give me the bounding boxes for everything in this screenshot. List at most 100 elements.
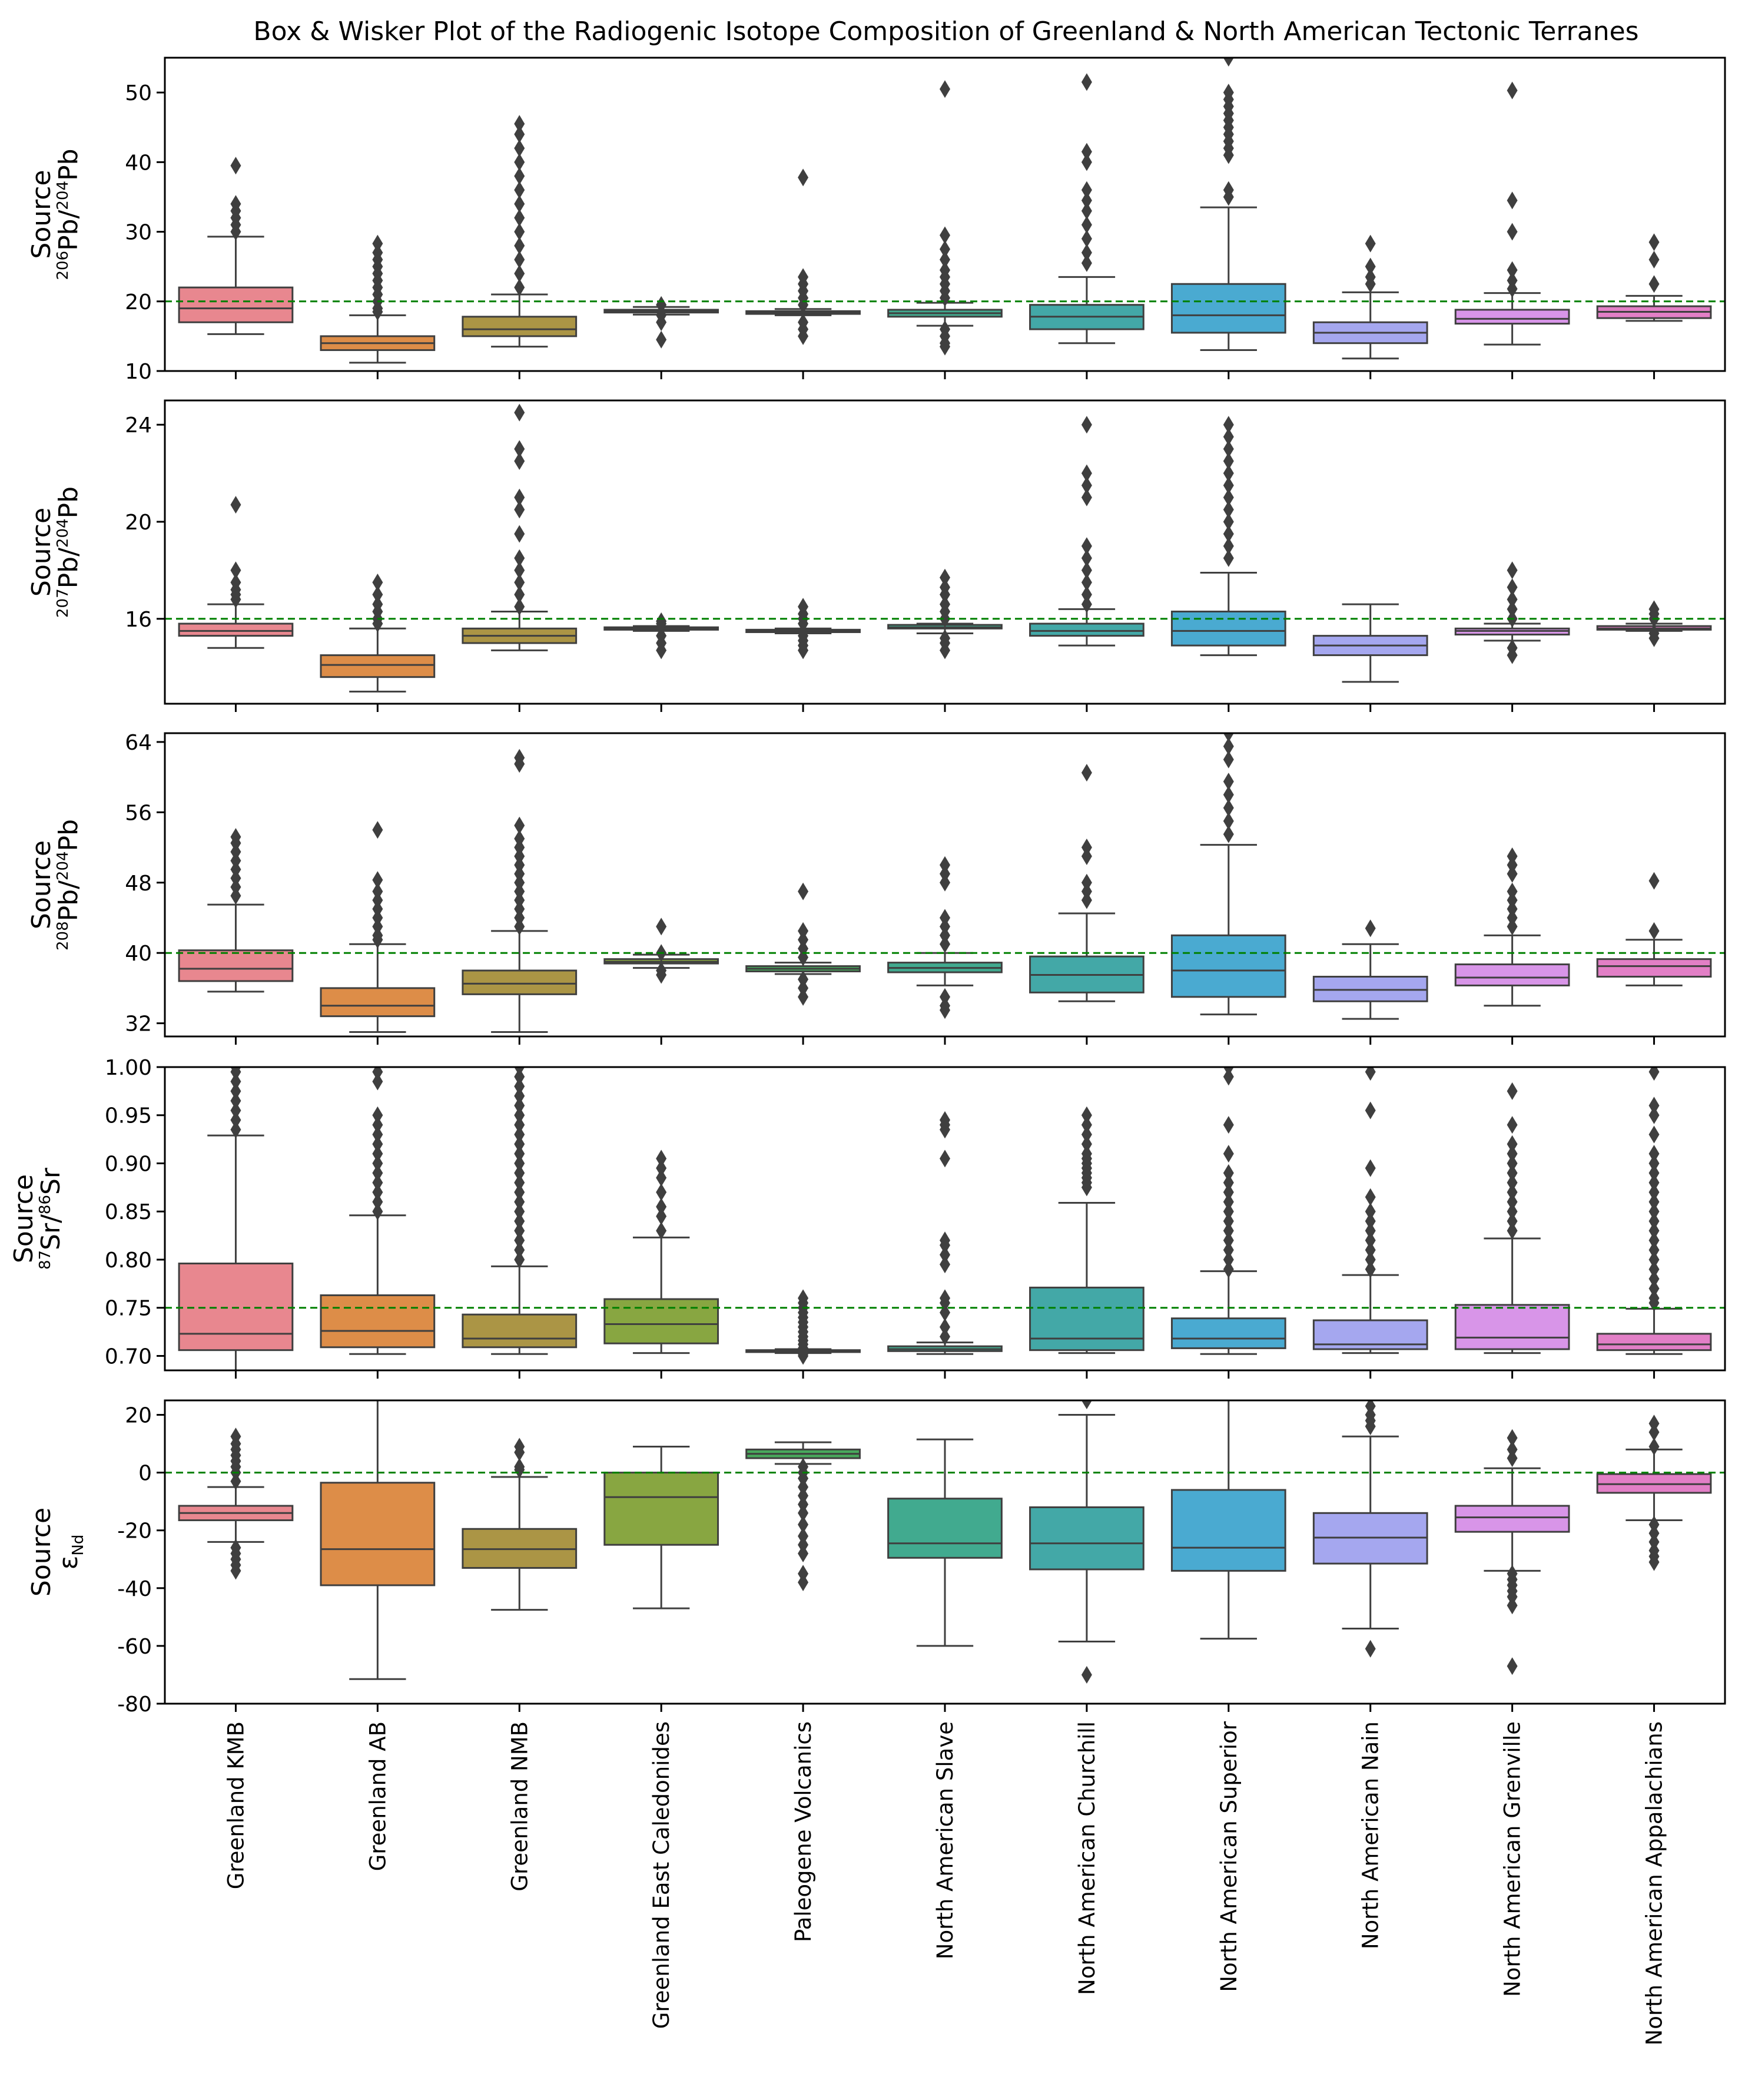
outlier-marker — [1507, 1183, 1518, 1201]
y-tick-label: 20 — [125, 1404, 152, 1428]
outlier-marker — [1081, 549, 1092, 567]
outlier-marker — [798, 168, 809, 187]
outlier-marker — [1081, 181, 1092, 199]
outlier-marker — [1365, 1159, 1376, 1177]
outlier-marker — [1507, 590, 1518, 608]
box-6 — [887, 568, 1003, 660]
outlier-marker — [1507, 81, 1518, 100]
outlier-marker — [1365, 1260, 1376, 1278]
outlier-marker — [372, 1203, 383, 1221]
outlier-marker — [1648, 1212, 1660, 1230]
outlier-marker — [1081, 464, 1092, 482]
x-category-label: Greenland East Caledonides — [649, 1721, 674, 2029]
outlier-marker — [1507, 1082, 1518, 1100]
y-label-isotope-mass: 204 — [54, 518, 72, 548]
outlier-marker — [514, 1116, 525, 1134]
outlier-marker — [1648, 250, 1660, 269]
outlier-marker — [656, 962, 667, 980]
box-3 — [462, 403, 578, 651]
box-7 — [1029, 764, 1144, 1002]
outlier-marker — [514, 1241, 525, 1259]
box-iqr — [1170, 934, 1286, 998]
outlier-marker — [1648, 1164, 1660, 1182]
y-label-element: Pb/ — [54, 880, 84, 921]
outlier-marker — [656, 612, 667, 630]
outlier-marker — [1507, 1174, 1518, 1192]
box-11 — [1596, 872, 1712, 986]
box-10 — [1454, 81, 1570, 346]
outlier-marker — [1507, 600, 1518, 618]
box-9 — [1312, 603, 1428, 683]
outlier-marker — [514, 1135, 525, 1153]
outlier-marker — [372, 585, 383, 604]
outlier-marker — [940, 1256, 950, 1274]
box-3 — [462, 748, 578, 1034]
outlier-marker — [940, 1150, 950, 1168]
outlier-marker — [1365, 1221, 1376, 1240]
outlier-marker — [1648, 872, 1660, 890]
y-tick-label: 40 — [125, 151, 152, 175]
box-5 — [745, 598, 861, 660]
x-category-label: Greenland AB — [365, 1721, 390, 1871]
y-tick-label: 56 — [125, 801, 152, 825]
y-label-element: Pb — [54, 148, 84, 180]
outlier-marker — [372, 882, 383, 900]
outlier-marker — [1365, 1212, 1376, 1230]
outlier-marker — [514, 1183, 525, 1201]
box-3 — [462, 1067, 578, 1355]
outlier-marker — [1223, 537, 1234, 555]
box-11 — [1596, 600, 1712, 647]
outlier-marker — [798, 1515, 809, 1533]
y-tick-label: 1.00 — [105, 1056, 152, 1080]
box-4 — [603, 1445, 719, 1609]
box-1 — [178, 828, 294, 993]
outlier-marker — [372, 1067, 383, 1081]
outlier-marker — [514, 237, 525, 255]
outlier-marker — [656, 296, 667, 314]
outlier-marker — [1081, 1145, 1092, 1163]
outlier-marker — [940, 909, 950, 927]
outlier-marker — [514, 585, 525, 604]
outlier-marker — [940, 1289, 950, 1307]
box-8 — [1170, 1067, 1286, 1355]
outlier-marker — [1223, 1221, 1234, 1240]
y-label-line1: Source — [26, 840, 57, 929]
outlier-marker — [1081, 574, 1092, 591]
outlier-marker — [514, 1097, 525, 1115]
outlier-marker — [372, 1183, 383, 1201]
outlier-marker — [1223, 1174, 1234, 1192]
y-label-line1: Source — [26, 170, 57, 259]
outlier-marker — [514, 279, 525, 297]
boxes-group — [178, 1400, 1712, 1684]
y-tick-label: 20 — [125, 290, 152, 314]
outlier-marker — [1223, 1203, 1234, 1221]
outlier-marker — [230, 828, 241, 846]
outlier-marker — [514, 1125, 525, 1144]
box-11 — [1596, 1415, 1712, 1571]
outlier-marker — [514, 1458, 525, 1476]
y-tick-label: 16 — [125, 608, 152, 632]
outlier-marker — [1223, 1250, 1234, 1268]
outlier-marker — [1081, 202, 1092, 220]
outlier-marker — [1365, 1067, 1376, 1081]
outlier-marker — [1365, 1203, 1376, 1221]
panel-frame — [164, 1066, 1726, 1372]
panels-container: 1020304050Source206Pb/204Pb162024Source2… — [9, 57, 1726, 1717]
outlier-marker — [1507, 1429, 1518, 1447]
outlier-marker — [514, 1106, 525, 1124]
outlier-marker — [1507, 1565, 1518, 1583]
box-9 — [1312, 1067, 1428, 1354]
outlier-marker — [940, 1327, 950, 1346]
x-category-label: North American Slave — [933, 1721, 958, 1959]
outlier-marker — [514, 1221, 525, 1240]
y-label-line2: 207Pb/204Pb — [54, 486, 84, 618]
outlier-marker — [1648, 1260, 1660, 1278]
box-10 — [1454, 1429, 1570, 1675]
outlier-marker — [1365, 1101, 1376, 1119]
outlier-marker — [1365, 1231, 1376, 1250]
